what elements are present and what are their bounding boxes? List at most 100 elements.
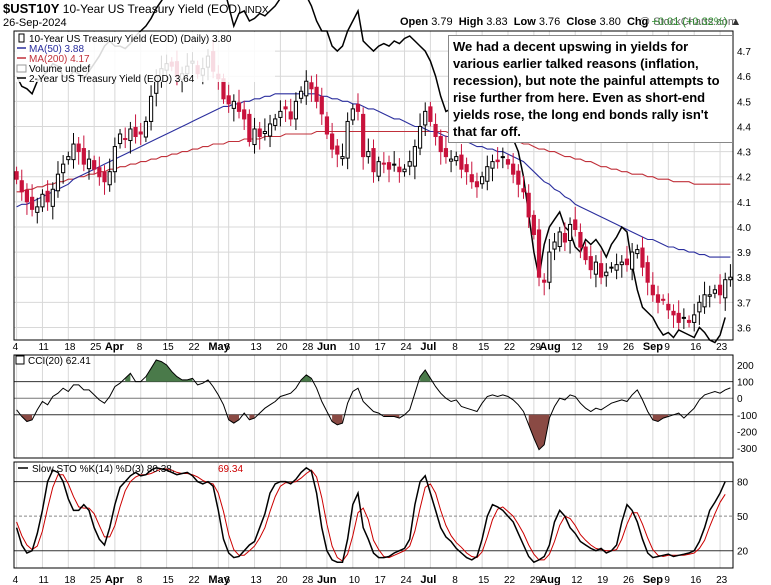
stochastic-y-tick-label: 20 — [737, 547, 749, 558]
x-tick-label: 18 — [64, 342, 76, 353]
candle-body — [717, 284, 723, 296]
x-tick-label: 29 — [530, 342, 542, 353]
candle-body — [614, 264, 619, 271]
stochastic-panel-frame — [13, 461, 734, 569]
candle-body — [469, 174, 474, 183]
triangle-up-icon: ▲ — [730, 16, 742, 28]
legend-entry: 10-Year US Treasury Yield (EOD) (Daily) … — [29, 34, 232, 45]
x-tick-label: 12 — [571, 342, 583, 353]
x-tick-label: 15 — [478, 342, 490, 353]
cci-oversold-fill — [652, 414, 669, 422]
candle-body — [562, 232, 567, 243]
candle-body — [567, 223, 573, 242]
price-y-tick-label: 3.7 — [737, 298, 751, 309]
open-label: Open — [400, 16, 429, 28]
open-value: 3.79 — [431, 16, 453, 28]
candle-body — [330, 133, 335, 150]
candle-body — [355, 103, 361, 112]
candle-body — [433, 123, 438, 138]
candle-body — [247, 113, 252, 143]
high-label: High — [458, 16, 484, 28]
candle-body — [448, 158, 454, 162]
legend-box-swatch — [16, 64, 27, 73]
candle-body — [97, 167, 102, 178]
legend-candle-swatch — [18, 33, 25, 43]
candle-body — [500, 156, 505, 159]
stochastic-d-value: 69.34 — [218, 464, 243, 475]
candle-body — [474, 181, 480, 188]
candle-body — [345, 120, 350, 159]
price-panel — [14, 0, 733, 344]
candle-body — [728, 276, 733, 281]
candle-body — [128, 128, 133, 142]
candle-body — [402, 168, 407, 173]
candle-body — [490, 161, 495, 169]
x-tick-label-bottom: 29 — [530, 575, 542, 585]
x-tick-label-bottom: Sep — [643, 574, 663, 585]
candle-body — [273, 118, 278, 126]
x-tick-label-bottom: 4 — [13, 575, 19, 585]
high-value: 3.83 — [486, 16, 508, 28]
candle-body — [133, 126, 138, 138]
x-tick-label: 9 — [664, 342, 670, 353]
x-tick-label: Aug — [539, 341, 560, 353]
price-y-tick-label: 4.5 — [737, 97, 751, 108]
cci-y-tick-label: -100 — [737, 411, 757, 422]
candle-body — [366, 151, 371, 158]
cci-y-tick-label: 100 — [737, 378, 754, 389]
x-tick-label-bottom: 22 — [504, 575, 516, 585]
symbol-text: $UST10Y — [3, 1, 60, 16]
candle-body — [267, 123, 273, 137]
candle-body — [598, 263, 604, 278]
candle-body — [578, 231, 583, 248]
x-tick-label-bottom: 8 — [452, 575, 458, 585]
candle-body — [681, 316, 686, 319]
candle-body — [573, 219, 578, 230]
cci-legend-swatch — [15, 355, 25, 365]
x-tick-label-bottom: Apr — [105, 574, 125, 585]
price-y-tick-label: 4.0 — [737, 223, 751, 234]
price-y-tick-label: 4.7 — [737, 47, 751, 58]
candle-body — [464, 164, 469, 173]
stochastic-y-tick-label: 50 — [737, 512, 749, 523]
candle-body — [257, 128, 262, 138]
candle-body — [604, 271, 609, 277]
x-tick-label: Apr — [105, 341, 125, 353]
x-tick-label: Jul — [420, 341, 436, 353]
candle-body — [236, 102, 242, 112]
candle-body — [526, 192, 531, 218]
candle-body — [412, 146, 417, 167]
candle-body — [107, 171, 112, 186]
cci-oversold-fill — [528, 414, 550, 450]
x-tick-label: May — [208, 341, 230, 353]
candle-body — [76, 143, 81, 153]
candle-body — [666, 303, 671, 311]
chart-date: 26-Sep-2024 — [3, 17, 67, 29]
ticker-symbol: $UST10Y 10-Year US Treasury Yield (EOD) … — [3, 1, 269, 16]
candle-body — [19, 180, 24, 193]
candle-body — [619, 261, 624, 266]
x-tick-label: 22 — [504, 342, 516, 353]
x-tick-label: 13 — [251, 342, 263, 353]
x-tick-label: 4 — [13, 342, 19, 353]
candle-body — [226, 95, 231, 105]
candle-body — [661, 298, 666, 301]
candle-body — [319, 96, 324, 115]
x-tick-label-bottom: 17 — [375, 575, 387, 585]
candle-body — [148, 95, 154, 122]
candle-body — [702, 294, 707, 308]
candle-body — [635, 249, 640, 255]
cci-line — [16, 359, 731, 451]
x-tick-label: 8 — [452, 342, 458, 353]
cci-overbought-fill — [145, 360, 193, 382]
candle-body — [123, 138, 128, 141]
x-tick-label-bottom: Aug — [539, 574, 560, 585]
candle-body — [350, 108, 355, 121]
exchange-label: INDX — [244, 5, 269, 16]
cci-overbought-fill — [301, 374, 312, 382]
candle-body — [454, 156, 459, 162]
candle-body — [423, 110, 428, 126]
legend-entry: MA(200) 4.17 — [29, 54, 90, 65]
candle-body — [511, 163, 516, 175]
cci-y-tick-label: -300 — [737, 444, 757, 455]
